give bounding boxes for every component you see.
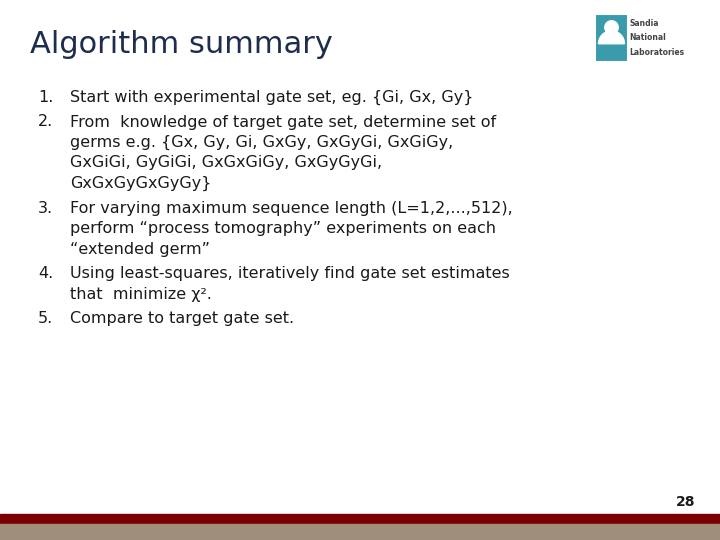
Text: 1.: 1.	[38, 90, 53, 105]
Text: Start with experimental gate set, eg. {Gi, Gx, Gy}: Start with experimental gate set, eg. {G…	[70, 90, 473, 105]
Text: Sandia: Sandia	[630, 19, 659, 28]
Text: For varying maximum sequence length (L=1,2,...,512),: For varying maximum sequence length (L=1…	[70, 200, 513, 215]
Text: Using least-squares, iteratively find gate set estimates: Using least-squares, iteratively find ga…	[70, 266, 510, 281]
Text: From  knowledge of target gate set, determine set of: From knowledge of target gate set, deter…	[70, 114, 496, 130]
Text: Algorithm summary: Algorithm summary	[30, 30, 333, 59]
Text: Laboratories: Laboratories	[630, 48, 685, 57]
Text: germs e.g. {Gx, Gy, Gi, GxGy, GxGyGi, GxGiGy,: germs e.g. {Gx, Gy, Gi, GxGy, GxGyGi, Gx…	[70, 135, 454, 150]
Wedge shape	[598, 31, 624, 44]
Text: National: National	[630, 33, 667, 42]
Text: 5.: 5.	[38, 311, 53, 326]
Text: 4.: 4.	[38, 266, 53, 281]
FancyBboxPatch shape	[595, 14, 628, 62]
Text: 28: 28	[675, 495, 695, 509]
Bar	[0, 524, 720, 540]
Text: that  minimize χ².: that minimize χ².	[70, 287, 212, 301]
Text: Compare to target gate set.: Compare to target gate set.	[70, 311, 294, 326]
Circle shape	[605, 21, 618, 34]
Text: “extended germ”: “extended germ”	[70, 241, 210, 256]
Text: 2.: 2.	[38, 114, 53, 130]
Bar	[0, 514, 720, 524]
Text: GxGiGi, GyGiGi, GxGxGiGy, GxGyGyGi,: GxGiGi, GyGiGi, GxGxGiGy, GxGyGyGi,	[70, 156, 382, 171]
Text: perform “process tomography” experiments on each: perform “process tomography” experiments…	[70, 221, 496, 236]
Text: 3.: 3.	[38, 200, 53, 215]
Text: GxGxGyGxGyGy}: GxGxGyGxGyGy}	[70, 176, 212, 191]
